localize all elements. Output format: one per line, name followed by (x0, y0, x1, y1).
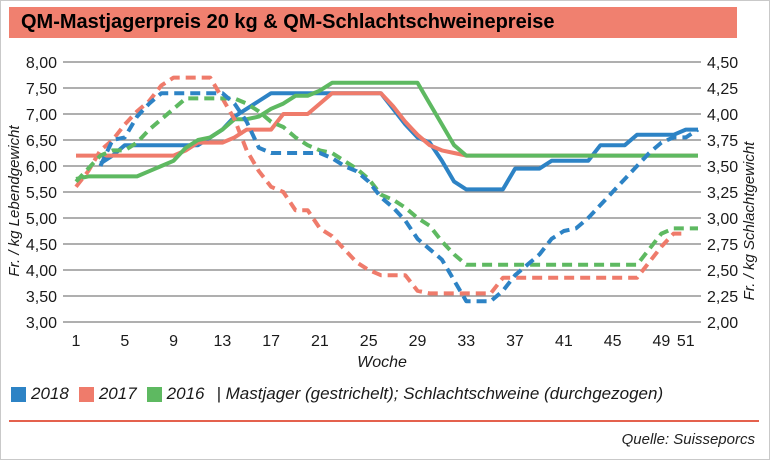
legend-swatch-2017 (78, 386, 94, 402)
x-tick: 45 (604, 333, 622, 350)
divider-rule (9, 420, 759, 422)
x-tick: 49 (653, 333, 671, 350)
legend-note: | Mastjager (gestrichelt); Schlachtschwe… (216, 384, 664, 403)
y-right-tick: 3,25 (707, 185, 738, 202)
page-title: QM-Mastjagerpreis 20 kg & QM-Schlachtsch… (21, 11, 555, 33)
title-banner: QM-Mastjagerpreis 20 kg & QM-Schlachtsch… (9, 7, 737, 38)
y-left-tick: 4,00 (26, 263, 57, 280)
y-left-tick: 5,50 (26, 185, 57, 202)
x-tick: 21 (311, 333, 329, 350)
y-left-tick: 7,50 (26, 81, 57, 98)
price-chart-svg: 8,00 7,50 7,00 6,50 6,00 5,50 5,00 4,50 4,00 3,50… (6, 55, 758, 371)
y-left-axis-label: Fr. / kg Lebendgewicht (6, 125, 23, 277)
series-2018-solid (99, 91, 698, 192)
x-tick: 25 (360, 333, 378, 350)
y-right-tick: 3,50 (707, 159, 738, 176)
x-tick: 33 (457, 333, 475, 350)
x-tick: 13 (213, 333, 231, 350)
x-tick: 5 (120, 333, 129, 350)
x-tick: 1 (72, 333, 81, 350)
y-left-tick: 8,00 (26, 55, 57, 72)
y-right-tick: 4,25 (707, 81, 738, 98)
x-tick: 17 (262, 333, 280, 350)
legend-swatch-2016 (146, 386, 162, 402)
y-left-tick: 3,50 (26, 289, 57, 306)
legend-swatch-2018 (11, 386, 26, 402)
x-tick: 29 (409, 333, 427, 350)
series-2016-dashed (74, 96, 698, 267)
y-right-tick: 2,50 (707, 263, 738, 280)
series-2016-solid (75, 80, 698, 181)
y-left-tick: 7,00 (26, 107, 57, 124)
legend: 2018 2017 2016 | Mastjager (gestrichelt)… (11, 384, 663, 404)
x-tick: 37 (506, 333, 524, 350)
x-tick: 51 (677, 333, 695, 350)
y-right-tick: 3,75 (707, 133, 738, 150)
y-right-tick: 2,75 (707, 237, 738, 254)
y-left-tick: 5,00 (26, 211, 57, 228)
series-2018-dashed (98, 91, 700, 304)
y-left-tick: 3,00 (26, 315, 57, 332)
legend-label-2016: 2016 (166, 384, 205, 403)
y-right-axis-label: Fr. / kg Schlachtgewicht (741, 141, 758, 301)
y-right-tick: 2,00 (707, 315, 738, 332)
legend-label-2017: 2017 (98, 384, 137, 403)
x-tick: 9 (169, 333, 178, 350)
y-right-tick: 2,25 (707, 289, 738, 306)
series-2017-dashed (74, 75, 686, 296)
x-tick: 41 (555, 333, 573, 350)
y-left-tick: 6,00 (26, 159, 57, 176)
source-text: Quelle: Suisseporcs (621, 431, 755, 448)
y-left-tick: 6,50 (26, 133, 57, 150)
y-right-tick: 4,00 (707, 107, 738, 124)
y-right-tick: 4,50 (707, 55, 738, 72)
legend-label-2018: 2018 (31, 384, 69, 403)
y-right-tick: 3,00 (707, 211, 738, 228)
y-left-tick: 4,50 (26, 237, 57, 254)
x-axis-label: Woche (357, 354, 407, 371)
